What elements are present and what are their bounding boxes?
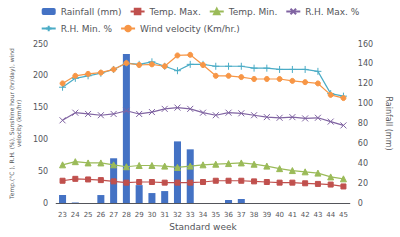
svg-text:45: 45 — [339, 211, 348, 219]
svg-text:150: 150 — [33, 103, 48, 112]
svg-text:44: 44 — [326, 211, 335, 219]
svg-text:Rainfall (mm): Rainfall (mm) — [61, 7, 122, 17]
svg-text:R.H. Max. %: R.H. Max. % — [305, 7, 359, 17]
svg-text:25: 25 — [84, 211, 93, 219]
svg-text:27: 27 — [109, 211, 118, 219]
svg-text:100: 100 — [358, 99, 373, 108]
svg-text:40: 40 — [358, 159, 368, 168]
svg-text:Standard week: Standard week — [169, 222, 237, 232]
svg-text:36: 36 — [224, 211, 233, 219]
svg-text:35: 35 — [211, 211, 220, 219]
svg-text:41: 41 — [288, 211, 297, 219]
svg-text:34: 34 — [199, 211, 208, 219]
svg-text:60: 60 — [358, 139, 368, 148]
svg-text:43: 43 — [313, 211, 322, 219]
svg-text:39: 39 — [262, 211, 271, 219]
svg-text:160: 160 — [358, 40, 373, 49]
svg-text:Temp.(°C ), R.H. (%), Sunshine: Temp.(°C ), R.H. (%), Sunshine hour (hr/… — [8, 48, 15, 199]
svg-text:20: 20 — [358, 179, 368, 188]
svg-text:250: 250 — [33, 40, 48, 49]
svg-text:80: 80 — [358, 119, 368, 128]
svg-text:32: 32 — [173, 211, 182, 219]
svg-text:31: 31 — [160, 211, 169, 219]
svg-text:50: 50 — [38, 167, 48, 176]
svg-text:R.H. Min. %: R.H. Min. % — [61, 24, 113, 34]
svg-text:29: 29 — [135, 211, 144, 219]
svg-text:velocity (km/hr): velocity (km/hr) — [15, 100, 23, 148]
svg-text:26: 26 — [96, 211, 105, 219]
svg-text:37: 37 — [237, 211, 246, 219]
svg-text:0: 0 — [358, 199, 363, 208]
svg-text:42: 42 — [301, 211, 310, 219]
svg-text:200: 200 — [33, 71, 48, 80]
svg-text:33: 33 — [186, 211, 195, 219]
svg-text:Rainfall (mm): Rainfall (mm) — [384, 96, 393, 150]
svg-text:100: 100 — [33, 135, 48, 144]
svg-text:Temp. Max.: Temp. Max. — [149, 7, 201, 17]
svg-text:38: 38 — [250, 211, 259, 219]
svg-text:0: 0 — [43, 199, 48, 208]
svg-text:Temp. Min.: Temp. Min. — [228, 7, 278, 17]
svg-text:Wind velocity (Km/hr.): Wind velocity (Km/hr.) — [140, 24, 240, 34]
svg-text:28: 28 — [122, 211, 131, 219]
svg-text:140: 140 — [358, 59, 373, 68]
svg-text:24: 24 — [71, 211, 80, 219]
svg-text:120: 120 — [358, 79, 373, 88]
svg-text:23: 23 — [58, 211, 67, 219]
svg-text:30: 30 — [147, 211, 156, 219]
svg-text:40: 40 — [275, 211, 284, 219]
